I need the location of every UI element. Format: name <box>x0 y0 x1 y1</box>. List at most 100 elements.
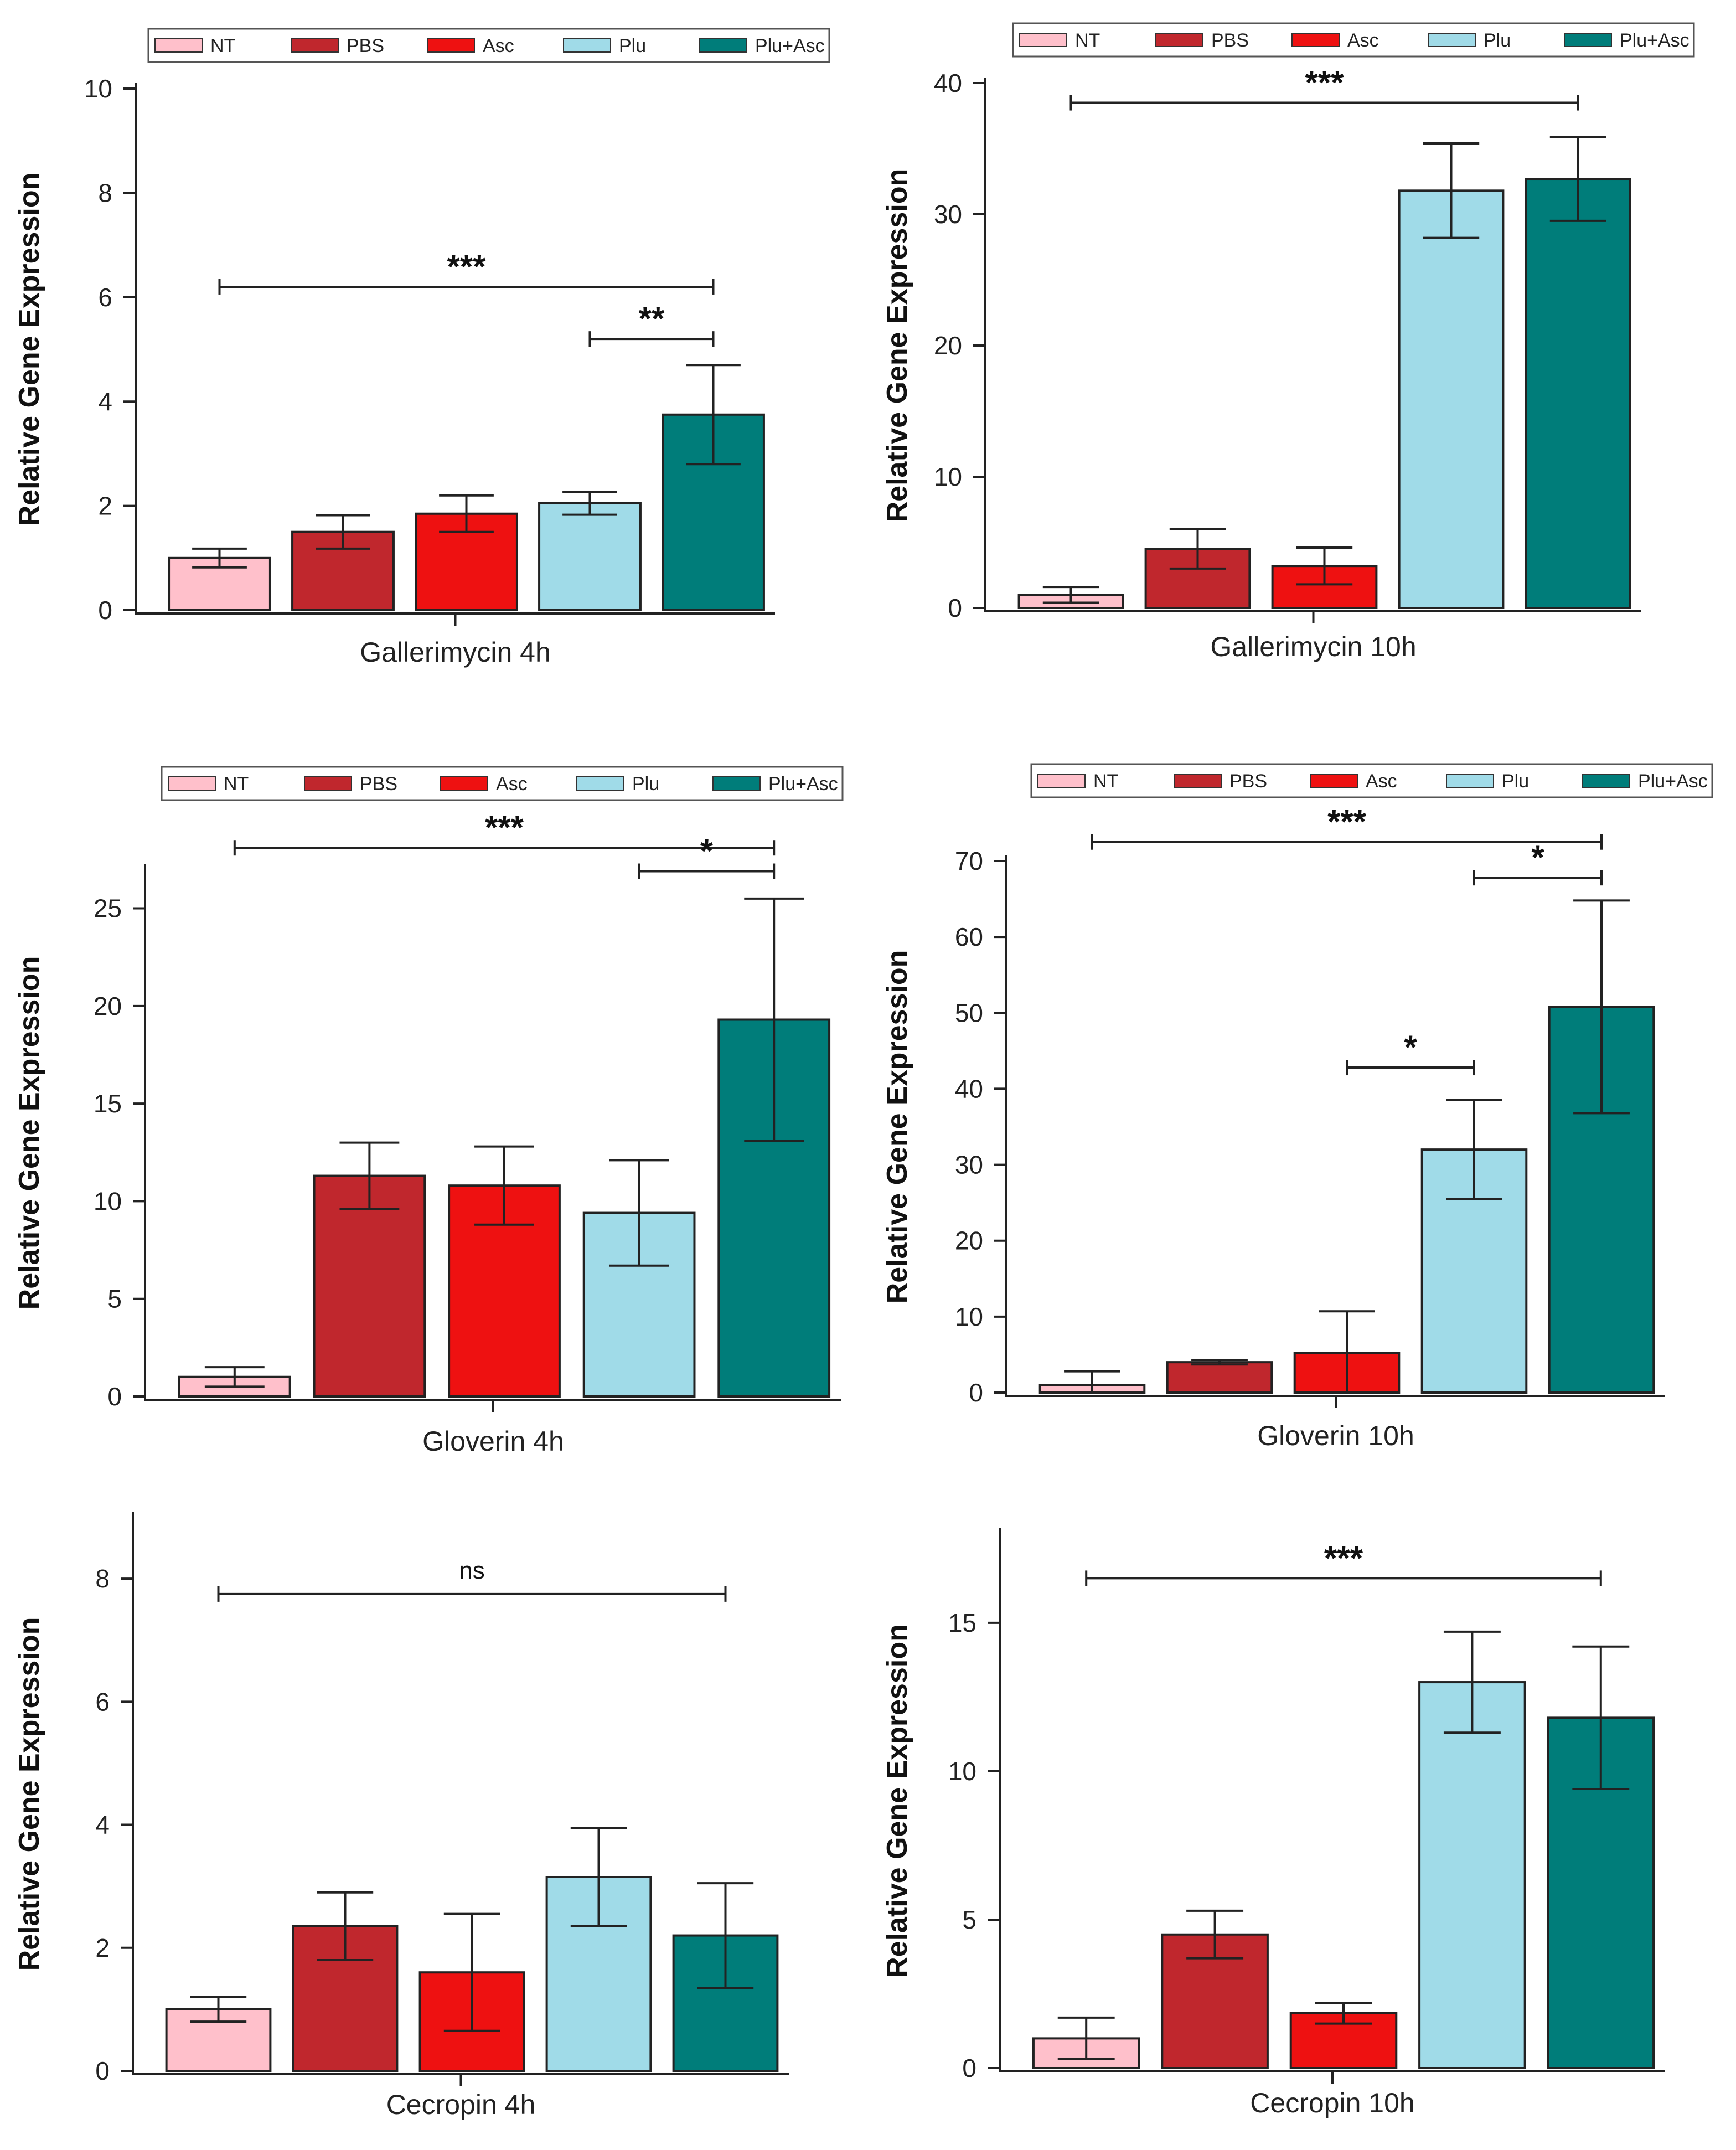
legend-label: NT <box>210 35 235 56</box>
chart-svg: NT PBS Asc Plu Plu+Asc 0 10 20 30 40 50 60 70 Relativ… <box>881 763 1713 1451</box>
legend-swatch <box>440 776 488 791</box>
y-tick-label: 50 <box>955 998 983 1027</box>
legend: NT PBS Asc Plu Plu+Asc <box>1012 22 1695 58</box>
bar-plu <box>1418 1681 1526 2069</box>
legend-label: NT <box>1093 771 1118 792</box>
chart-title: Gloverin 10h <box>1257 1420 1414 1451</box>
legend-label: Plu <box>632 774 659 795</box>
legend-label: Plu <box>1484 30 1511 51</box>
y-axis-label: Relative Gene Expression <box>13 173 45 527</box>
y-tick-label: 40 <box>934 69 962 97</box>
significance-label: ns <box>459 1557 484 1584</box>
y-tick-label: 0 <box>969 1378 983 1407</box>
chart-svg: 0 2 4 6 8 Relative Gene Expression ns Cecropin … <box>13 1512 789 2120</box>
bar-pbs <box>1166 1361 1273 1394</box>
legend-swatch <box>712 776 761 791</box>
y-tick-label: 2 <box>98 492 112 520</box>
significance-label: *** <box>1305 64 1344 101</box>
legend-swatch <box>576 776 624 791</box>
legend-swatch <box>1037 774 1086 788</box>
y-tick-label: 0 <box>948 594 962 622</box>
y-tick-label: 6 <box>98 283 112 312</box>
chart-panel-3: NT PBS Asc Plu Plu+Asc 0 5 10 15 20 25 Relative Gen… <box>0 714 868 1489</box>
bar-plu <box>538 502 642 612</box>
y-tick-label: 20 <box>934 331 962 360</box>
y-axis-label: Relative Gene Expression <box>13 956 45 1310</box>
y-tick-label: 70 <box>955 847 983 875</box>
legend-swatch <box>1582 774 1630 788</box>
y-tick-label: 20 <box>955 1226 983 1255</box>
legend-swatch <box>1019 33 1067 47</box>
y-tick-label: 2 <box>95 1934 110 1962</box>
y-axis-label: Relative Gene Expression <box>881 169 913 523</box>
y-axis-label: Relative Gene Expression <box>881 1624 913 1978</box>
legend: NT PBS Asc Plu Plu+Asc <box>161 766 844 801</box>
legend-swatch <box>1174 774 1222 788</box>
legend-swatch <box>699 38 747 53</box>
y-tick-label: 30 <box>934 200 962 229</box>
legend-label: Plu+Asc <box>1638 771 1708 792</box>
legend-label: Plu+Asc <box>768 774 838 795</box>
legend-label: PBS <box>1229 771 1267 792</box>
legend-label: Asc <box>1366 771 1397 792</box>
y-tick-label: 0 <box>962 2054 976 2082</box>
y-tick-label: 10 <box>94 1187 122 1215</box>
significance-label: *** <box>485 809 524 846</box>
legend-label: Plu <box>619 35 646 56</box>
y-tick-label: 5 <box>962 1905 976 1934</box>
y-tick-label: 4 <box>98 387 112 416</box>
y-tick-label: 15 <box>948 1608 976 1637</box>
chart-svg: NT PBS Asc Plu Plu+Asc 0 2 4 6 8 10 Relative Gene E… <box>13 28 830 668</box>
legend-swatch <box>1446 774 1494 788</box>
y-tick-label: 0 <box>98 596 112 625</box>
y-tick-label: 0 <box>95 2056 110 2085</box>
y-tick-label: 8 <box>95 1564 110 1593</box>
legend-swatch <box>1428 33 1476 47</box>
chart-title: Gloverin 4h <box>422 1426 564 1457</box>
legend-label: Asc <box>496 774 528 795</box>
y-tick-label: 0 <box>107 1382 122 1411</box>
significance-label: *** <box>1327 803 1367 841</box>
y-tick-label: 40 <box>955 1074 983 1103</box>
y-tick-label: 10 <box>934 462 962 491</box>
y-axis-label: Relative Gene Expression <box>13 1617 45 1971</box>
significance-label: * <box>700 833 714 870</box>
legend-label: PBS <box>347 35 384 56</box>
legend-swatch <box>304 776 352 791</box>
chart-svg: NT PBS Asc Plu Plu+Asc 0 10 20 30 40 Relative Gene… <box>881 22 1695 662</box>
legend-label: Plu <box>1502 771 1529 792</box>
y-tick-label: 15 <box>94 1089 122 1118</box>
chart-panel-6: 0 5 10 15 Relative Gene Expression *** Cecropi… <box>868 1489 1736 2147</box>
legend: NT PBS Asc Plu Plu+Asc <box>1030 763 1713 798</box>
legend-label: Plu+Asc <box>755 35 825 56</box>
legend-swatch <box>1155 33 1203 47</box>
y-tick-label: 8 <box>98 178 112 207</box>
y-tick-label: 10 <box>955 1302 983 1331</box>
legend-label: Asc <box>483 35 514 56</box>
significance-label: * <box>1531 839 1544 876</box>
legend-label: NT <box>1075 30 1100 51</box>
y-tick-label: 60 <box>955 922 983 951</box>
legend-label: NT <box>224 774 249 795</box>
y-tick-label: 6 <box>95 1687 110 1716</box>
chart-title: Gallerimycin 4h <box>360 637 551 668</box>
bar-plu <box>1398 189 1505 609</box>
significance-label: * <box>1404 1029 1417 1066</box>
y-tick-label: 5 <box>107 1285 122 1313</box>
significance-label: ** <box>639 300 665 337</box>
legend-label: PBS <box>1211 30 1249 51</box>
legend-label: PBS <box>360 774 397 795</box>
bar-pbs <box>313 1174 426 1398</box>
legend-swatch <box>1564 33 1612 47</box>
legend-swatch <box>291 38 339 53</box>
y-tick-label: 4 <box>95 1811 110 1839</box>
significance-label: *** <box>447 248 486 285</box>
significance-label: *** <box>1324 1539 1363 1576</box>
legend-label: Asc <box>1347 30 1379 51</box>
y-tick-label: 25 <box>94 894 122 923</box>
legend-swatch <box>427 38 475 53</box>
legend-swatch <box>563 38 611 53</box>
legend: NT PBS Asc Plu Plu+Asc <box>147 28 830 63</box>
chart-title: Cecropin 10h <box>1250 2087 1414 2118</box>
